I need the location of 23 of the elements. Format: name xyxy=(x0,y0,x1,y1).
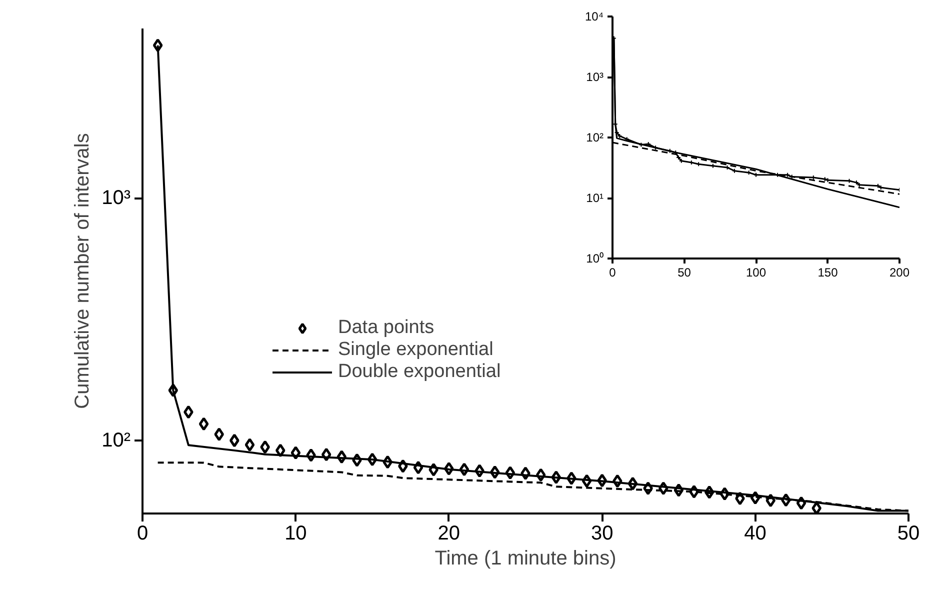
legend-label: Data points xyxy=(338,317,434,339)
x-tick-label: 100 xyxy=(746,266,766,280)
y-tick-label: 10⁰ xyxy=(586,252,604,266)
y-tick-label: 10² xyxy=(102,430,131,452)
legend-label: Single exponential xyxy=(338,339,494,361)
y-axis-title: Cumulative number of intervals xyxy=(72,133,94,409)
x-tick-label: 10 xyxy=(284,522,307,544)
x-tick-label: 50 xyxy=(678,266,692,280)
y-tick-label: 10¹ xyxy=(586,191,604,205)
x-tick-label: 150 xyxy=(818,266,838,280)
x-tick-label: 20 xyxy=(438,522,460,544)
x-tick-label: 40 xyxy=(744,522,766,544)
y-tick-label: 10³ xyxy=(102,187,131,209)
x-tick-label: 200 xyxy=(889,266,910,280)
x-tick-label: 30 xyxy=(590,522,614,544)
y-tick-label: 10⁴ xyxy=(584,10,604,24)
legend-label: Double exponential xyxy=(338,361,501,383)
y-tick-label: 10³ xyxy=(586,70,604,84)
x-tick-label: 0 xyxy=(609,266,616,280)
y-tick-label: 10² xyxy=(586,130,604,144)
x-axis-title: Time (1 minute bins) xyxy=(434,548,616,570)
x-tick-label: 0 xyxy=(136,522,148,544)
x-tick-label: 50 xyxy=(897,522,920,544)
